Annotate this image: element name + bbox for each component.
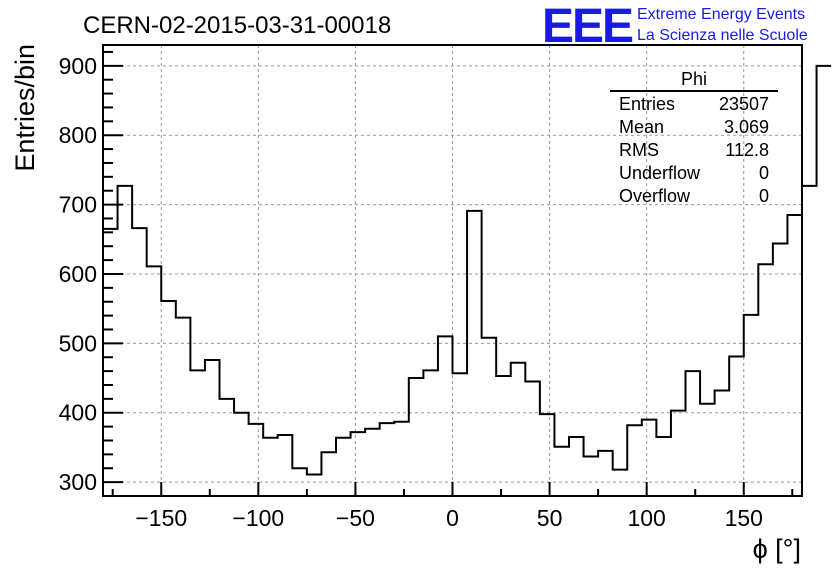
x-tick-label-4: 50 <box>537 505 563 531</box>
x-tick-label-2: −50 <box>336 505 375 531</box>
y-tick-label-4: 700 <box>59 192 97 218</box>
stats-rows: Entries 23507 Mean 3.069 RMS 112.8 Underflow 0 O… <box>619 94 769 206</box>
stats-label-rms: RMS <box>619 140 659 160</box>
stats-value-overflow: 0 <box>759 186 769 206</box>
y-tick-label-6: 900 <box>59 53 97 79</box>
axis-ticks <box>103 50 794 496</box>
stats-box: Phi Entries 23507 Mean 3.069 RMS 112.8 Underfl… <box>610 69 778 206</box>
eee-logo-line2: La Scienza nelle Scuole <box>637 27 808 44</box>
stats-value-underflow: 0 <box>759 163 769 183</box>
stats-label-underflow: Underflow <box>619 163 701 183</box>
x-tick-label-0: −150 <box>135 505 187 531</box>
plot-frame <box>102 44 803 497</box>
y-tick-label-1: 400 <box>59 400 97 426</box>
grid-lines <box>103 45 802 496</box>
y-tick-label-3: 600 <box>59 261 97 287</box>
eee-logo-mark: EEE <box>542 0 633 53</box>
stats-value-rms: 112.8 <box>725 140 769 160</box>
stats-title: Phi <box>681 69 707 89</box>
stats-value-entries: 23507 <box>719 94 769 114</box>
histogram-step-line <box>103 64 832 476</box>
y-tick-label-2: 500 <box>59 330 97 356</box>
x-axis-label: ϕ [°] <box>753 534 801 564</box>
y-tick-label-0: 300 <box>59 469 97 495</box>
chart-title: CERN-02-2015-03-31-00018 <box>83 12 391 39</box>
stats-label-overflow: Overflow <box>619 186 691 206</box>
stats-label-entries: Entries <box>619 94 675 114</box>
x-tick-label-1: −100 <box>232 505 284 531</box>
eee-logo-line1: Extreme Energy Events <box>637 6 805 23</box>
y-axis-label: Entries/bin <box>10 44 40 172</box>
stats-value-mean: 3.069 <box>724 117 769 137</box>
x-tick-label-5: 100 <box>627 505 665 531</box>
x-tick-label-6: 150 <box>725 505 763 531</box>
y-tick-label-5: 800 <box>59 122 97 148</box>
x-tick-label-3: 0 <box>446 505 459 531</box>
stats-label-mean: Mean <box>619 117 664 137</box>
tick-labels: −150 −100 −50 0 50 100 150 300 400 500 600 700 800 90… <box>59 53 763 531</box>
